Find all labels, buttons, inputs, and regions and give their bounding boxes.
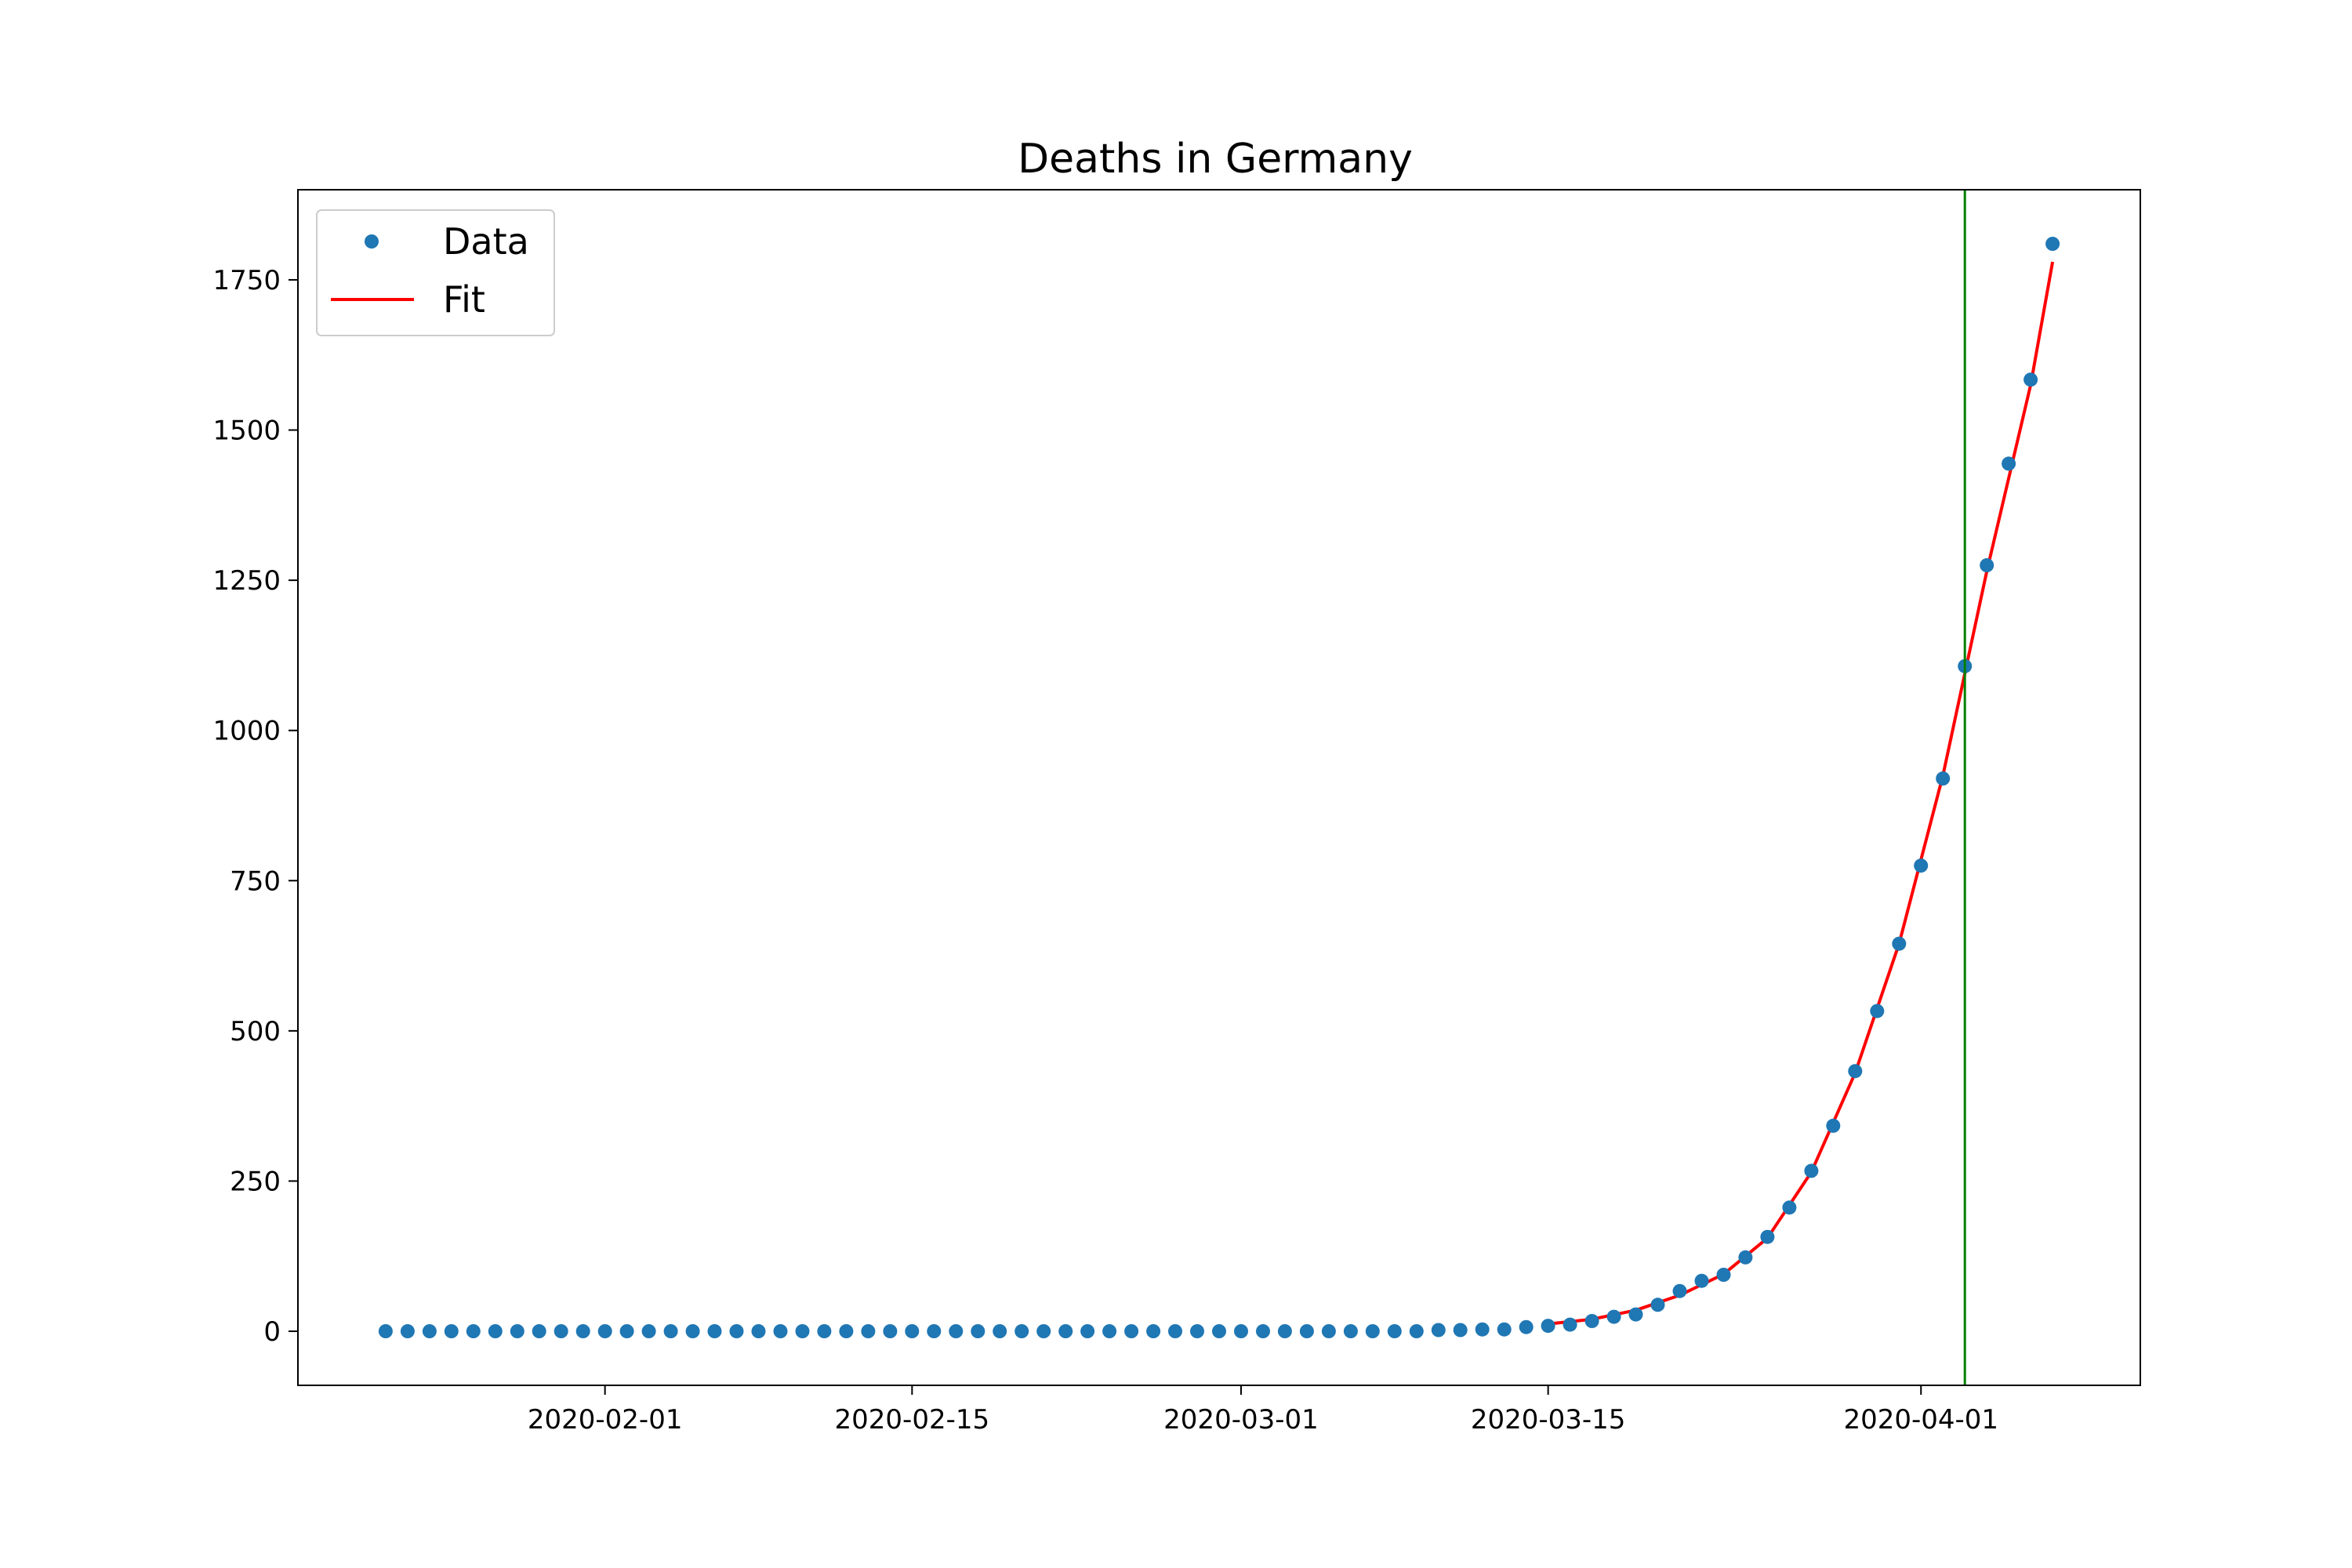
data-point — [597, 1324, 612, 1338]
x-tick-label: 2020-03-15 — [1471, 1404, 1626, 1436]
legend-label: Data — [443, 220, 529, 263]
data-point — [1299, 1324, 1314, 1338]
data-point — [378, 1324, 393, 1338]
y-axis: 0 250 500 750 1000 1250 1500 1750 — [212, 265, 298, 1348]
data-point — [663, 1324, 678, 1338]
data-point — [1848, 1064, 1863, 1079]
data-point — [1277, 1324, 1292, 1338]
data-point — [949, 1324, 964, 1338]
data-point — [817, 1324, 832, 1338]
data-point — [1497, 1322, 1512, 1337]
legend-marker-data — [365, 234, 379, 249]
data-point — [1760, 1229, 1775, 1244]
data-point — [1804, 1163, 1819, 1178]
data-point — [795, 1324, 810, 1338]
y-tick-label: 250 — [230, 1166, 281, 1197]
data-point — [1672, 1283, 1687, 1298]
data-point — [927, 1324, 942, 1338]
data-point — [1453, 1323, 1468, 1338]
data-point — [619, 1324, 634, 1338]
y-tick-label: 1250 — [212, 565, 281, 597]
data-point — [1058, 1324, 1073, 1338]
x-tick-label: 2020-03-01 — [1163, 1404, 1319, 1436]
data-point — [2002, 456, 2016, 471]
data-point — [1738, 1250, 1753, 1265]
data-point — [1387, 1324, 1402, 1338]
y-tick-label: 1000 — [212, 716, 281, 747]
data-point — [1212, 1324, 1226, 1338]
data-point — [1146, 1324, 1161, 1338]
plot-frame — [297, 189, 2141, 1386]
data-point — [1343, 1324, 1358, 1338]
data-point — [839, 1324, 854, 1338]
data-point — [1124, 1324, 1139, 1338]
y-tick-label: 1500 — [212, 416, 281, 447]
y-tick-label: 750 — [230, 866, 281, 897]
data-point — [1365, 1324, 1380, 1338]
plot-area — [297, 189, 2141, 1386]
data-point — [1563, 1317, 1577, 1332]
data-point — [1431, 1323, 1446, 1338]
data-point — [1475, 1322, 1490, 1337]
data-point — [1409, 1324, 1424, 1338]
data-point — [532, 1324, 546, 1338]
y-tick-label: 500 — [230, 1016, 281, 1047]
data-point — [1256, 1324, 1270, 1338]
data-point — [905, 1324, 920, 1338]
data-point — [1716, 1268, 1731, 1282]
data-point — [1606, 1309, 1621, 1324]
data-point — [1892, 936, 1907, 951]
data-point — [707, 1324, 722, 1338]
data-point — [1936, 771, 1951, 786]
data-point — [641, 1324, 656, 1338]
data-point — [400, 1324, 415, 1338]
data-point — [1826, 1118, 1841, 1133]
data-point — [488, 1324, 503, 1338]
chart-title: Deaths in Germany — [1018, 136, 1413, 183]
x-axis: 2020-02-01 2020-02-15 2020-03-01 2020-03-15… — [528, 1385, 1998, 1436]
data-point — [1190, 1324, 1204, 1338]
data-point — [466, 1324, 481, 1338]
data-point — [1014, 1324, 1029, 1338]
data-point — [1584, 1314, 1599, 1328]
data-point — [1519, 1319, 1534, 1334]
data-point — [1234, 1324, 1248, 1338]
data-point — [685, 1324, 700, 1338]
data-point — [1782, 1200, 1797, 1215]
data-point — [1541, 1319, 1555, 1334]
data-point — [773, 1324, 788, 1338]
data-point — [993, 1324, 1007, 1338]
data-point — [971, 1324, 985, 1338]
y-tick-label: 0 — [263, 1316, 281, 1348]
data-point — [1168, 1324, 1182, 1338]
data-point — [861, 1324, 876, 1338]
data-point — [554, 1324, 568, 1338]
data-point — [1036, 1324, 1051, 1338]
data-point — [2045, 237, 2060, 251]
data-point — [510, 1324, 524, 1338]
data-point — [422, 1324, 437, 1338]
x-tick-label: 2020-04-01 — [1843, 1404, 1998, 1436]
data-point — [1628, 1307, 1643, 1322]
data-point — [751, 1324, 766, 1338]
legend-label: Fit — [443, 278, 485, 321]
data-point — [1870, 1004, 1885, 1018]
data-point — [1650, 1298, 1665, 1312]
data-point — [2024, 372, 2038, 387]
x-tick-label: 2020-02-01 — [528, 1404, 683, 1436]
legend: Data Fit — [316, 209, 555, 336]
data-point — [883, 1324, 898, 1338]
data-point — [729, 1324, 744, 1338]
data-point — [1980, 558, 1994, 572]
data-point — [1321, 1324, 1336, 1338]
data-point — [444, 1324, 459, 1338]
data-point — [1914, 858, 1929, 873]
data-point — [1080, 1324, 1095, 1338]
data-point — [1694, 1273, 1709, 1288]
data-point — [1102, 1324, 1117, 1338]
x-tick-label: 2020-02-15 — [835, 1404, 990, 1436]
y-tick-label: 1750 — [212, 265, 281, 296]
data-point — [575, 1324, 590, 1338]
